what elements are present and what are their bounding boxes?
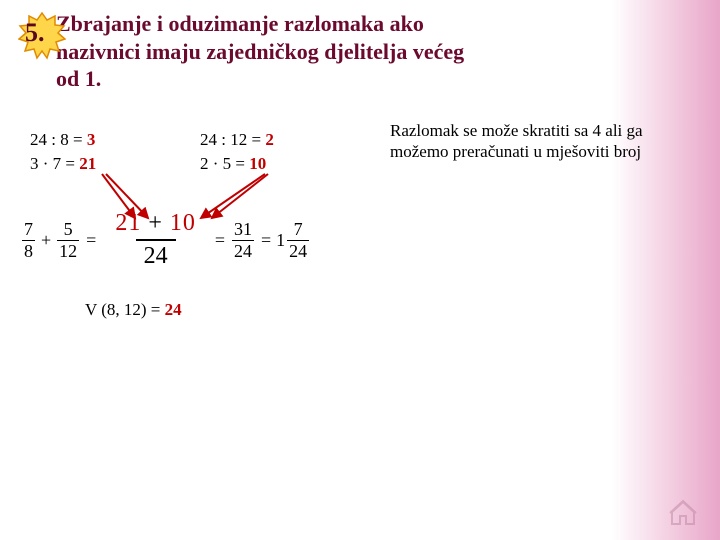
- equals-2: =: [215, 230, 225, 251]
- fraction-1: 7 8: [22, 219, 35, 262]
- fraction-3: 31 24: [232, 219, 254, 262]
- calc-l1b: 3: [87, 130, 96, 149]
- lcm-label: V (8, 12) =: [85, 300, 165, 319]
- home-icon[interactable]: [668, 498, 698, 526]
- equals-3: =: [261, 230, 271, 251]
- f2-num: 5: [62, 219, 75, 240]
- plus-1: +: [41, 230, 51, 251]
- big-den: 24: [136, 239, 176, 270]
- f2-den: 12: [57, 240, 79, 262]
- calc-r1b: 2: [265, 130, 274, 149]
- f1-den: 8: [22, 240, 35, 262]
- whole-part: 1: [276, 230, 285, 251]
- explanation-note: Razlomak se može skratiti sa 4 ali ga mo…: [390, 120, 705, 163]
- f4-num: 7: [292, 219, 305, 240]
- big-n2: 10: [170, 210, 196, 236]
- f3-den: 24: [232, 240, 254, 262]
- big-n1: 21: [115, 210, 141, 236]
- badge-number: 5.: [25, 18, 45, 48]
- calc-column-right: 24 : 12 = 2 2 · 5 = 10: [200, 128, 274, 176]
- calc-column-left: 24 : 8 = 3 3 · 7 = 21: [30, 128, 96, 176]
- fraction-4: 7 24: [287, 219, 309, 262]
- lcm-line: V (8, 12) = 24: [85, 300, 182, 320]
- fraction-2: 5 12: [57, 219, 79, 262]
- f1-num: 7: [22, 219, 35, 240]
- equals-1: =: [86, 230, 96, 251]
- slide-heading: Zbrajanje i oduzimanje razlomaka ako naz…: [56, 10, 486, 93]
- big-fraction: 21 + 10 24: [107, 210, 204, 270]
- f3-num: 31: [232, 219, 254, 240]
- lcm-value: 24: [165, 300, 182, 319]
- calc-r1a: 24 : 12 =: [200, 130, 265, 149]
- big-plus: +: [141, 210, 170, 236]
- equation-row: 7 8 + 5 12 = 21 + 10 24 = 31 24 = 1 7 24: [20, 210, 311, 270]
- f4-den: 24: [287, 240, 309, 262]
- calc-l1a: 24 : 8 =: [30, 130, 87, 149]
